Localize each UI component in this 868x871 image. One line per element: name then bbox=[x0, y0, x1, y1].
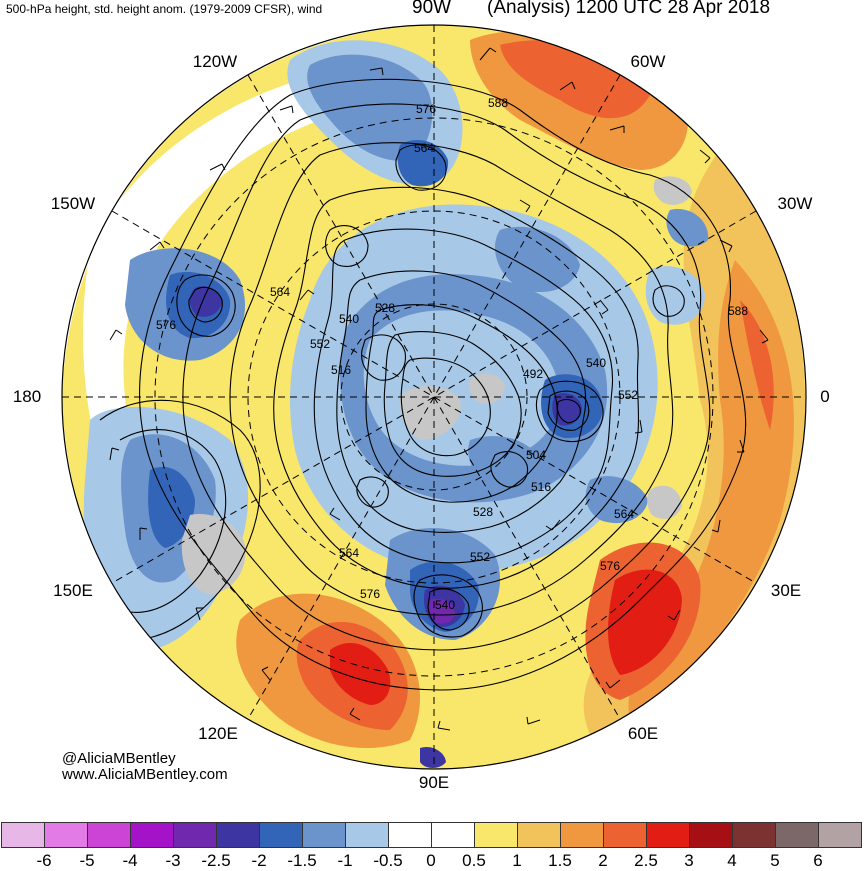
contour-label: 516 bbox=[331, 363, 351, 377]
contour-label: 564 bbox=[414, 141, 434, 155]
polar-map: 576 588 564 564 576 540 528 552 516 492 … bbox=[61, 24, 807, 770]
contour-label: 492 bbox=[523, 367, 543, 381]
contour-label: 516 bbox=[531, 480, 551, 494]
colorbar-label: 6 bbox=[813, 851, 823, 870]
lon-label-60w: 60W bbox=[630, 52, 666, 71]
colorbar-swatch bbox=[431, 822, 475, 848]
contour-labels: 576 588 564 564 576 540 528 552 516 492 … bbox=[156, 96, 748, 612]
colorbar-label: 1 bbox=[512, 851, 522, 870]
colorbar-label: 4 bbox=[727, 851, 737, 870]
colorbar-swatch bbox=[44, 822, 88, 848]
colorbar-swatch bbox=[818, 822, 862, 848]
colorbar-swatch bbox=[345, 822, 389, 848]
contour-label: 540 bbox=[586, 356, 606, 370]
lon-label-30w: 30W bbox=[777, 194, 813, 213]
contour-label: 576 bbox=[156, 318, 176, 332]
colorbar-swatch bbox=[1, 822, 45, 848]
contour-label: 552 bbox=[618, 388, 638, 402]
colorbar-label: 2.5 bbox=[634, 851, 658, 870]
colorbar-swatch bbox=[474, 822, 518, 848]
colorbar-swatch bbox=[732, 822, 776, 848]
contour-label: 540 bbox=[339, 312, 359, 326]
contour-label: 552 bbox=[310, 337, 330, 351]
colorbar-label: 5 bbox=[770, 851, 780, 870]
contour-label: 528 bbox=[473, 505, 493, 519]
map-title: 500-hPa height, std. height anom. (1979-… bbox=[6, 2, 323, 16]
colorbar-swatch bbox=[646, 822, 690, 848]
wind-barbs bbox=[109, 47, 769, 731]
colorbar-swatch bbox=[130, 822, 174, 848]
credit-website: www.AliciaMBentley.com bbox=[62, 766, 228, 783]
colorbar-swatch bbox=[302, 822, 346, 848]
lon-label-150w: 150W bbox=[50, 194, 96, 213]
colorbar-label: -2 bbox=[251, 851, 267, 870]
contour-label: 504 bbox=[526, 448, 546, 462]
analysis-time: (Analysis) 1200 UTC 28 Apr 2018 bbox=[487, 0, 771, 18]
lon-label-90e: 90E bbox=[418, 773, 450, 792]
contour-label: 540 bbox=[435, 598, 455, 612]
lon-label-90w: 90W bbox=[412, 0, 452, 18]
contour-label: 528 bbox=[375, 301, 395, 315]
colorbar-swatch bbox=[87, 822, 131, 848]
colorbar-label: -1.5 bbox=[287, 851, 317, 870]
colorbar-swatch bbox=[560, 822, 604, 848]
colorbar-label: -0.5 bbox=[373, 851, 403, 870]
colorbar-label: 3 bbox=[684, 851, 694, 870]
colorbar-label: -5 bbox=[79, 851, 95, 870]
colorbar-label: 0.5 bbox=[462, 851, 486, 870]
lon-label-120e: 120E bbox=[198, 724, 238, 743]
colorbar-label: 0 bbox=[426, 851, 436, 870]
colorbar-swatch bbox=[689, 822, 733, 848]
lat-lon-grid bbox=[62, 25, 806, 769]
contour-label: 564 bbox=[614, 507, 634, 521]
contour-label: 564 bbox=[339, 546, 359, 560]
colorbar-swatch bbox=[259, 822, 303, 848]
colorbar-label: -1 bbox=[337, 851, 353, 870]
colorbar-label: -6 bbox=[36, 851, 52, 870]
colorbar-label: -4 bbox=[122, 851, 138, 870]
lon-label-180: 180 bbox=[12, 387, 42, 406]
colorbar-label: 2 bbox=[598, 851, 608, 870]
contour-label: 564 bbox=[270, 285, 290, 299]
contour-label: 588 bbox=[728, 304, 748, 318]
height-contours bbox=[99, 78, 747, 691]
colorbar-swatch bbox=[388, 822, 432, 848]
lon-label-150e: 150E bbox=[53, 581, 93, 600]
contour-label: 576 bbox=[416, 102, 436, 116]
lon-label-60e: 60E bbox=[627, 724, 659, 743]
colorbar-label: -3 bbox=[165, 851, 181, 870]
colorbar-label: -2.5 bbox=[201, 851, 231, 870]
colorbar-swatch bbox=[603, 822, 647, 848]
contour-label: 576 bbox=[360, 587, 380, 601]
lon-label-0: 0 bbox=[820, 387, 830, 406]
credit-handle: @AliciaMBentley bbox=[62, 750, 176, 767]
contour-label: 552 bbox=[470, 550, 490, 564]
colorbar-swatch bbox=[216, 822, 260, 848]
colorbar-label: 1.5 bbox=[548, 851, 572, 870]
contour-label: 588 bbox=[488, 96, 508, 110]
colorbar-swatch bbox=[517, 822, 561, 848]
colorbar-swatch bbox=[173, 822, 217, 848]
colorbar: -6 -5 -4 -3 -2.5 -2 -1.5 -1 -0.5 0 0.5 1 1.5 2 2.5 3 4 5 6 bbox=[0, 822, 868, 870]
lon-label-30e: 30E bbox=[770, 581, 802, 600]
credit: @AliciaMBentley www.AliciaMBentley.com bbox=[62, 751, 228, 783]
contour-label: 576 bbox=[600, 559, 620, 573]
colorbar-swatch bbox=[775, 822, 819, 848]
lon-label-120w: 120W bbox=[192, 52, 238, 71]
